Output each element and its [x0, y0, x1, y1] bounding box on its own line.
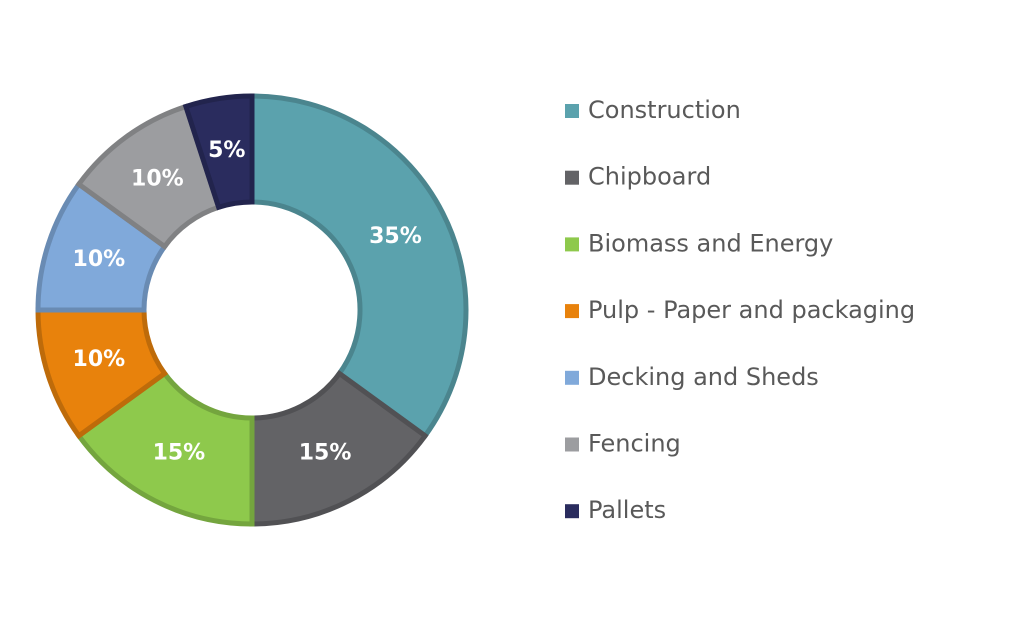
legend-swatch: [565, 504, 579, 519]
legend-swatch: [565, 437, 579, 452]
data-label: 5%: [208, 138, 245, 163]
data-label: 10%: [131, 167, 184, 192]
legend-label: Biomass and Energy: [588, 229, 833, 257]
legend-label: Pulp - Paper and packaging: [588, 296, 915, 324]
data-label: 15%: [299, 440, 352, 465]
data-label: 35%: [369, 224, 422, 249]
legend-label: Decking and Sheds: [588, 363, 819, 391]
legend-swatch: [565, 237, 579, 252]
donut-slice: [75, 369, 255, 527]
legend-label: Fencing: [588, 430, 681, 458]
legend-swatch: [565, 304, 579, 319]
data-label: 10%: [73, 247, 126, 272]
legend-swatch: [565, 104, 579, 118]
legend-label: Pallets: [588, 496, 666, 524]
legend-label: Chipboard: [588, 163, 711, 191]
legend-label: Construction: [588, 96, 741, 124]
donut-slice: [249, 369, 429, 527]
data-label: 10%: [73, 347, 126, 372]
legend-swatch: [565, 170, 579, 185]
donut-slice: [182, 93, 255, 211]
donut-slice: [249, 93, 469, 440]
data-label: 15%: [153, 440, 206, 465]
legend-swatch: [565, 370, 579, 385]
